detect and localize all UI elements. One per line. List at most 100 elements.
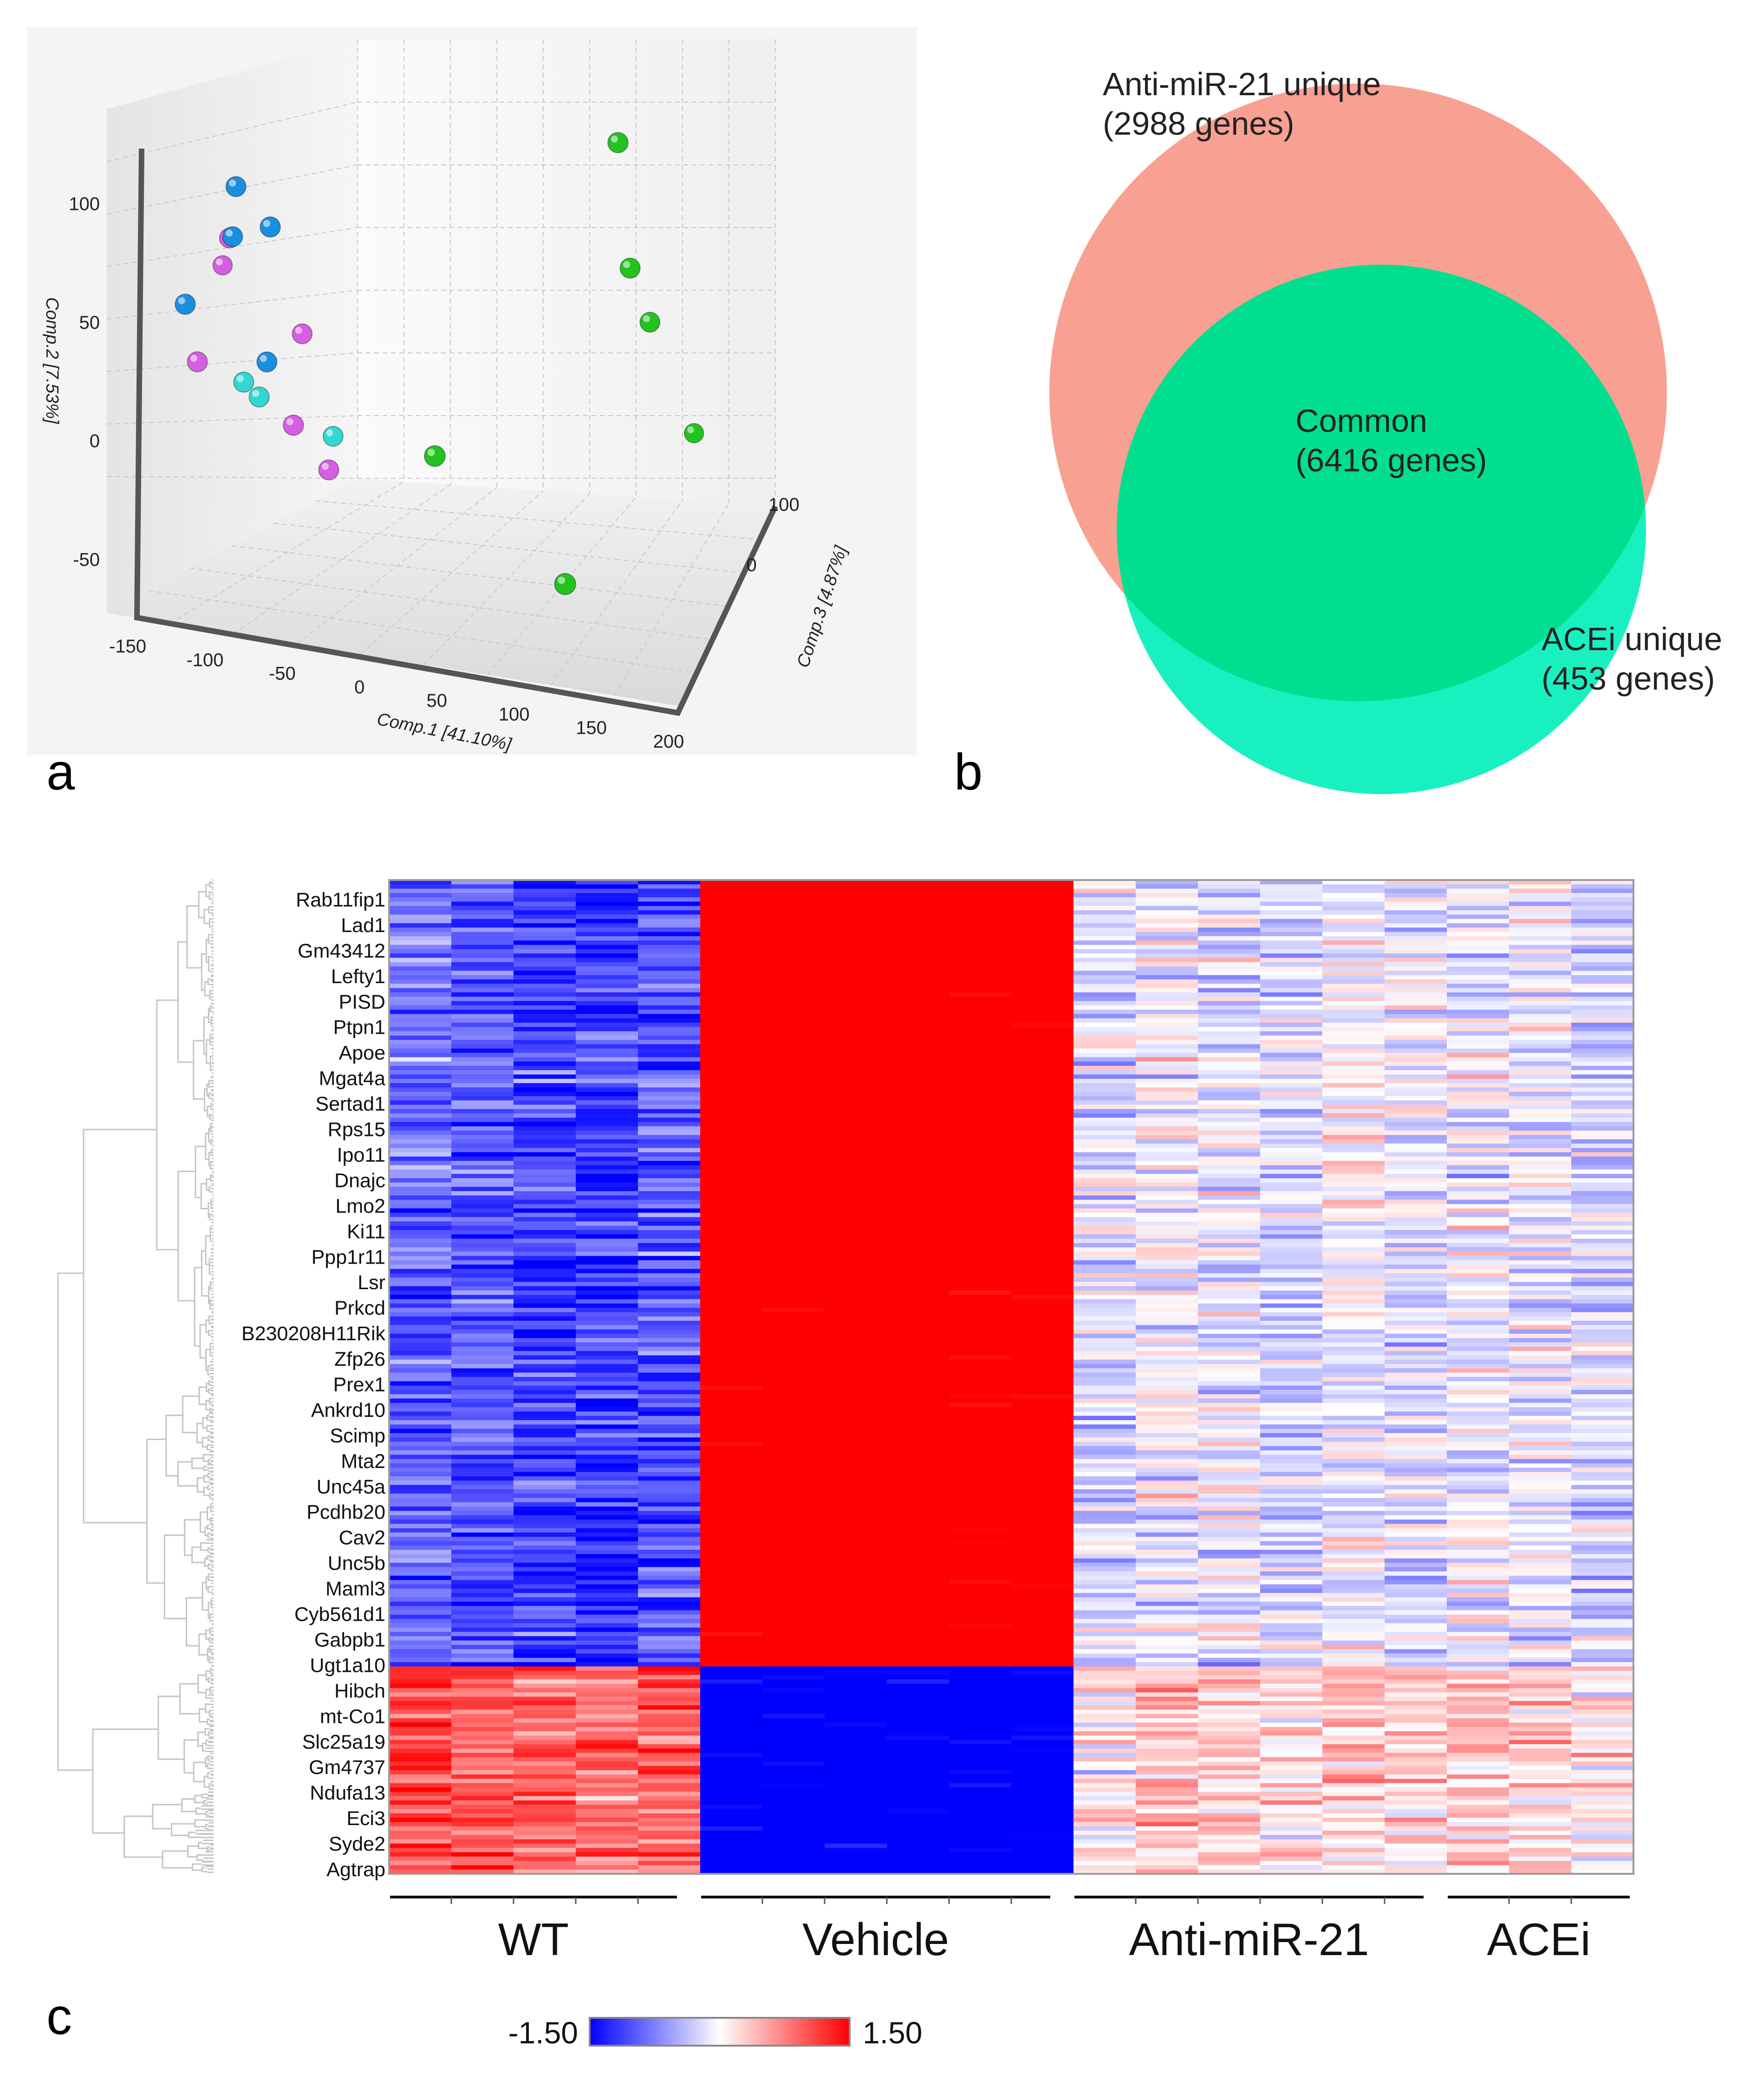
heatmap-cell [762,1402,825,1408]
heatmap-cell [1571,1265,1634,1269]
heatmap-cell [762,1312,825,1317]
heatmap-cell [638,1282,701,1287]
heatmap-cell [1136,1143,1198,1148]
heatmap-cell [825,1023,887,1027]
heatmap-cell [1571,1221,1634,1226]
dendrogram-branch [205,1235,211,1265]
heatmap-cell [887,1308,950,1313]
heatmap-cell [1073,914,1136,920]
heatmap-cell [887,1800,950,1805]
heatmap-cell [1509,1126,1572,1131]
heatmap-cell [1571,1035,1634,1040]
gene-label: Unc45a [317,1476,385,1498]
heatmap-cell [514,1507,576,1512]
heatmap-cell [825,1031,887,1036]
heatmap-cell [451,1688,514,1693]
heatmap-cell [949,1463,1012,1468]
heatmap-cell [576,1601,638,1606]
heatmap-cell [825,1273,887,1278]
heatmap-cell [1198,1480,1261,1486]
heatmap-cell [700,936,763,941]
heatmap-cell [700,1091,763,1096]
heatmap-cell [1322,893,1385,898]
heatmap-cell [949,1031,1012,1036]
heatmap-cell [638,1528,701,1533]
heatmap-cell [887,1735,950,1741]
gene-label: Agtrap [326,1859,385,1881]
heatmap-cell [1136,1299,1198,1304]
heatmap-cell [514,1295,576,1300]
heatmap-cell [1447,1070,1509,1075]
heatmap-cell [1073,932,1136,937]
heatmap-cell [514,1074,576,1079]
heatmap-cell [887,1221,950,1226]
heatmap-cell [1385,1061,1447,1066]
heatmap-cell [1447,1502,1509,1507]
heatmap-cell [1260,1372,1323,1377]
heatmap-cell [638,1511,701,1516]
heatmap-cell [514,914,576,920]
heatmap-cell [1136,1515,1198,1520]
heatmap-cell [1447,1779,1509,1784]
heatmap-cell [576,1792,638,1797]
heatmap-cell [1073,1014,1136,1019]
heatmap-cell [762,1303,825,1308]
heatmap-cell [700,1018,763,1023]
heatmap-cell [1322,1601,1385,1606]
heatmap-cell [1509,1044,1572,1049]
heatmap-cell [514,1377,576,1382]
heatmap-cell [514,1126,576,1131]
heatmap-cell [1260,1623,1323,1628]
heatmap-cell [762,958,825,963]
heatmap-cell [887,1644,950,1650]
dendrogram-branch [205,1811,209,1816]
heatmap-cell [451,1606,514,1611]
heatmap-cell [514,1623,576,1628]
heatmap-cell [887,1459,950,1464]
heatmap-cell [1509,1580,1572,1585]
heatmap-cell [1198,1554,1261,1559]
heatmap-cell [1011,1286,1074,1291]
heatmap-cell [576,932,638,937]
heatmap-cell [1198,1161,1261,1166]
heatmap-cell [451,1070,514,1075]
heatmap-cell [514,936,576,941]
heatmap-cell [949,1454,1012,1460]
heatmap-cell [389,1731,452,1736]
dendrogram-branch [207,1762,211,1769]
heatmap-cell [451,1545,514,1550]
gene-label: Slc25a19 [302,1731,385,1753]
heatmap-cell [576,1010,638,1015]
heatmap-cell [887,1567,950,1572]
heatmap-cell [1011,888,1074,893]
heatmap-cell [1322,1520,1385,1524]
heatmap-cell [825,1048,887,1053]
heatmap-cell [700,1204,763,1209]
heatmap-cell [1322,1666,1385,1671]
heatmap-cell [1073,1226,1136,1231]
heatmap-cell [1073,910,1136,915]
heatmap-cell [638,1731,701,1736]
heatmap-cell [1136,1260,1198,1265]
heatmap-cell [949,1372,1012,1377]
heatmap-cell [1073,958,1136,963]
heatmap-cell [1260,1437,1323,1442]
heatmap-cell [1509,1381,1572,1386]
heatmap-cell [389,1265,452,1269]
heatmap-cell [700,1411,763,1416]
heatmap-cell [1260,914,1323,920]
dendrogram-branch [210,1503,212,1513]
heatmap-cell [1447,1705,1509,1710]
heatmap-cell [389,1303,452,1308]
heatmap-cell [1322,1597,1385,1602]
dendrogram-branch [208,1709,212,1716]
heatmap-cell [1136,1428,1198,1434]
heatmap-cell [1571,1563,1634,1567]
heatmap-cell [887,1104,950,1109]
heatmap-cell [762,1364,825,1369]
heatmap-cell [700,1511,763,1516]
heatmap-cell [638,1415,701,1421]
heatmap-cell [949,1044,1012,1049]
heatmap-cell [762,1567,825,1572]
heatmap-cell [638,1597,701,1602]
